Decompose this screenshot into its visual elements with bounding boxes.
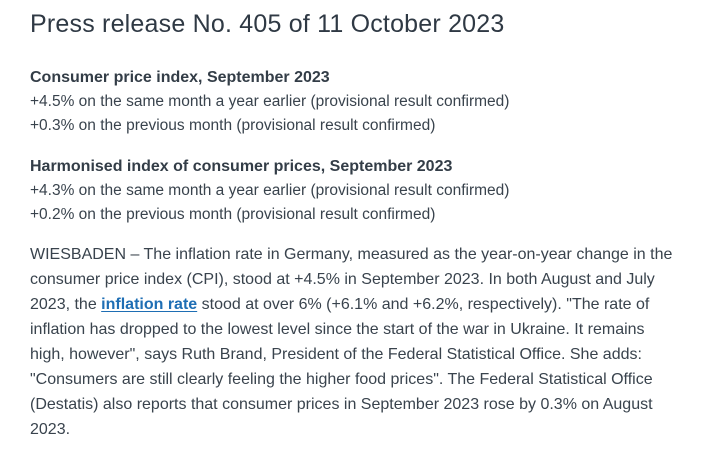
inflation-rate-link[interactable]: inflation rate — [101, 296, 198, 313]
body-paragraph: WIESBADEN – The inflation rate in German… — [30, 242, 675, 442]
cpi-summary-block: Consumer price index, September 2023 +4.… — [30, 66, 677, 138]
hicp-year-on-year-line: +4.3% on the same month a year earlier (… — [30, 182, 510, 199]
page-title: Press release No. 405 of 11 October 2023 — [30, 10, 505, 38]
cpi-heading: Consumer price index, September 2023 — [30, 69, 330, 86]
cpi-year-on-year-line: +4.5% on the same month a year earlier (… — [30, 93, 510, 110]
hicp-month-on-month-line: +0.2% on the previous month (provisional… — [30, 206, 436, 223]
hicp-heading: Harmonised index of consumer prices, Sep… — [30, 158, 453, 175]
cpi-month-on-month-line: +0.3% on the previous month (provisional… — [30, 117, 436, 134]
body-text-after-link: stood at over 6% (+6.1% and +6.2%, respe… — [30, 296, 653, 438]
body-text-before-link: WIESBADEN – The inflation rate in German… — [30, 246, 673, 313]
hicp-summary-block: Harmonised index of consumer prices, Sep… — [30, 155, 677, 227]
lead-section: Consumer price index, September 2023 +4.… — [30, 66, 677, 227]
